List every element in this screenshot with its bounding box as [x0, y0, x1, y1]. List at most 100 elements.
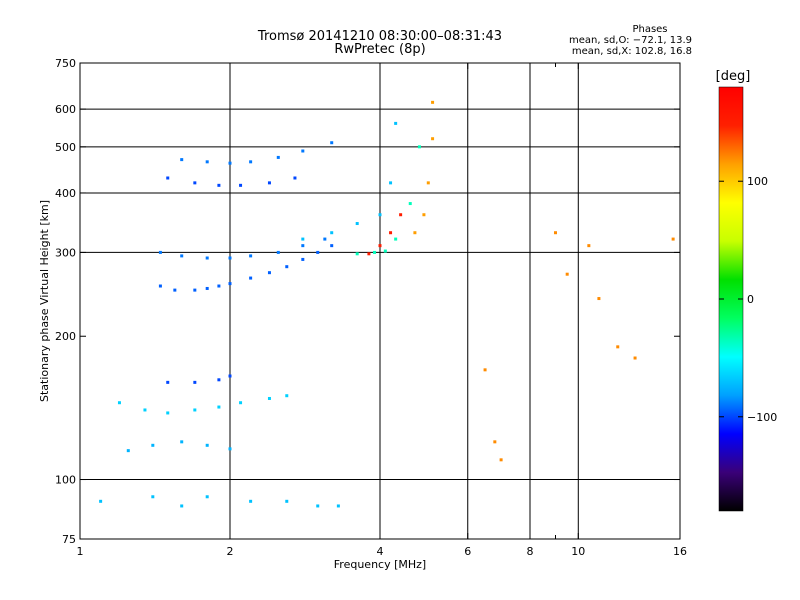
y-axis-label: Stationary phase Virtual Height [km]	[38, 200, 51, 402]
data-point	[217, 284, 221, 288]
y-tick-label: 200	[55, 330, 76, 343]
data-point	[267, 181, 271, 185]
data-point	[205, 495, 209, 499]
data-point	[267, 396, 271, 400]
data-point	[193, 181, 197, 185]
data-point	[383, 249, 387, 253]
data-point	[431, 100, 435, 104]
data-point	[565, 272, 569, 276]
data-point	[355, 252, 359, 256]
data-point	[493, 440, 497, 444]
data-point	[228, 256, 232, 260]
data-point	[355, 222, 359, 226]
data-point	[293, 176, 297, 180]
data-point	[228, 282, 232, 286]
colorbar-tick-label: 0	[747, 293, 754, 306]
colorbar-ticks: 100 0 −100	[719, 175, 777, 424]
y-tick-label: 500	[55, 141, 76, 154]
data-point	[330, 244, 334, 248]
data-point	[239, 183, 243, 187]
x-axis-label: Frequency [MHz]	[334, 558, 426, 571]
data-point	[426, 181, 430, 185]
data-point	[228, 374, 232, 378]
data-point	[616, 345, 620, 349]
data-point	[330, 231, 334, 235]
data-point	[316, 504, 320, 508]
phases-mean-o: mean, sd,O: −72.1, 13.9	[569, 35, 692, 46]
data-point	[158, 250, 162, 254]
data-point	[422, 213, 426, 217]
phases-heading: Phases	[632, 24, 667, 35]
data-point	[99, 499, 103, 503]
data-point	[249, 254, 253, 258]
data-point	[151, 495, 155, 499]
data-point	[193, 408, 197, 412]
y-tick-label: 600	[55, 103, 76, 116]
data-point	[389, 181, 393, 185]
data-point	[217, 405, 221, 409]
data-point	[301, 237, 305, 241]
data-point	[417, 145, 421, 149]
data-point	[431, 137, 435, 141]
data-point	[285, 265, 289, 269]
data-point	[389, 231, 393, 235]
data-point	[193, 380, 197, 384]
data-point	[408, 202, 412, 206]
data-point	[378, 244, 382, 248]
x-tick-label: 1	[77, 545, 84, 558]
data-point	[173, 288, 177, 292]
data-point	[499, 458, 503, 462]
data-point	[285, 499, 289, 503]
data-point	[249, 160, 253, 164]
data-point	[373, 250, 377, 254]
x-tick-label: 4	[377, 545, 384, 558]
data-point	[633, 356, 637, 360]
data-point	[180, 254, 184, 258]
data-point	[316, 250, 320, 254]
y-tick-label: 300	[55, 246, 76, 259]
x-tick-label: 6	[464, 545, 471, 558]
data-point	[249, 276, 253, 280]
data-point	[267, 271, 271, 275]
data-point	[180, 504, 184, 508]
data-point	[166, 176, 170, 180]
data-point	[180, 158, 184, 162]
data-points	[99, 100, 675, 508]
data-point	[217, 378, 221, 382]
data-point	[228, 161, 232, 165]
data-point	[483, 368, 487, 372]
data-point	[671, 237, 675, 241]
data-point	[193, 288, 197, 292]
data-point	[205, 286, 209, 290]
y-tick-label: 750	[55, 57, 76, 70]
data-point	[143, 408, 147, 412]
data-point	[228, 447, 232, 451]
x-tick-label: 8	[527, 545, 534, 558]
data-point	[330, 141, 334, 145]
x-tick-label: 10	[571, 545, 585, 558]
data-point	[276, 250, 280, 254]
data-point	[126, 449, 130, 453]
gridlines	[80, 63, 680, 539]
data-point	[413, 231, 417, 235]
data-point	[285, 394, 289, 398]
data-point	[239, 401, 243, 405]
data-point	[399, 213, 403, 217]
data-point	[323, 237, 327, 241]
data-point	[205, 443, 209, 447]
data-point	[205, 160, 209, 164]
data-point	[276, 155, 280, 159]
data-point	[180, 440, 184, 444]
data-point	[151, 443, 155, 447]
chart-subtitle: RwPretec (8p)	[334, 42, 425, 57]
colorbar-tick-label: −100	[747, 411, 777, 424]
data-point	[553, 231, 557, 235]
y-axis-ticks: 75 100 200 300 400 500 600 750	[55, 57, 680, 546]
data-point	[394, 121, 398, 125]
data-point	[394, 237, 398, 241]
data-point	[301, 257, 305, 261]
data-point	[587, 244, 591, 248]
data-point	[117, 401, 121, 405]
data-point	[249, 499, 253, 503]
